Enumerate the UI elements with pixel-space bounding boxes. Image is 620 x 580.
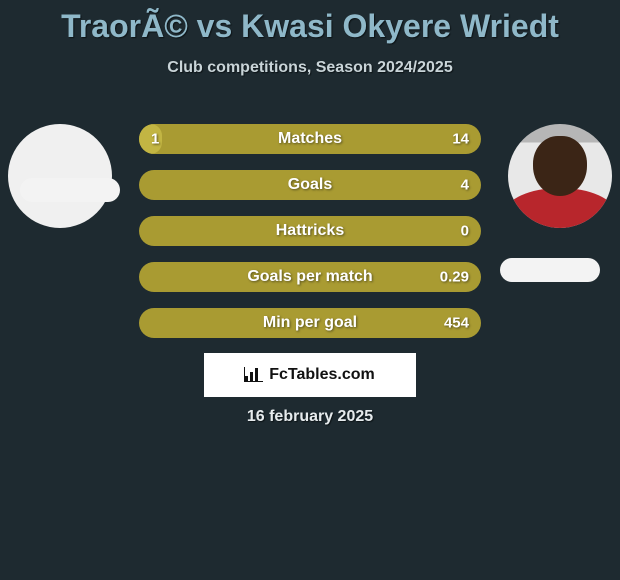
stat-label: Min per goal bbox=[139, 314, 481, 332]
player-right-avatar bbox=[508, 124, 612, 228]
stat-value-right: 14 bbox=[452, 131, 469, 148]
brand-link[interactable]: FcTables.com bbox=[203, 352, 417, 398]
stat-label: Goals bbox=[139, 176, 481, 194]
stat-label: Hattricks bbox=[139, 222, 481, 240]
stat-row-mpg: Min per goal 454 bbox=[139, 308, 481, 338]
stat-label: Goals per match bbox=[139, 268, 481, 286]
brand-text: FcTables.com bbox=[269, 366, 375, 384]
stat-value-right: 4 bbox=[461, 177, 469, 194]
stat-value-right: 0 bbox=[461, 223, 469, 240]
player-left-name-pill bbox=[20, 178, 120, 202]
stat-value-right: 454 bbox=[444, 315, 469, 332]
player-left-avatar bbox=[8, 124, 112, 228]
player-right-name-pill bbox=[500, 258, 600, 282]
stat-label: Matches bbox=[139, 130, 481, 148]
stat-row-matches: 1 Matches 14 bbox=[139, 124, 481, 154]
stat-row-goals: Goals 4 bbox=[139, 170, 481, 200]
stat-value-left: 1 bbox=[151, 131, 159, 148]
stat-value-right: 0.29 bbox=[440, 269, 469, 286]
stat-row-hattricks: Hattricks 0 bbox=[139, 216, 481, 246]
comparison-subtitle: Club competitions, Season 2024/2025 bbox=[0, 59, 620, 77]
stat-row-gpm: Goals per match 0.29 bbox=[139, 262, 481, 292]
comparison-title: TraorÃ© vs Kwasi Okyere Wriedt bbox=[0, 0, 620, 45]
stats-container: 1 Matches 14 Goals 4 Hattricks 0 Goals p… bbox=[139, 124, 481, 354]
snapshot-date: 16 february 2025 bbox=[0, 408, 620, 426]
bar-chart-icon bbox=[245, 368, 263, 382]
